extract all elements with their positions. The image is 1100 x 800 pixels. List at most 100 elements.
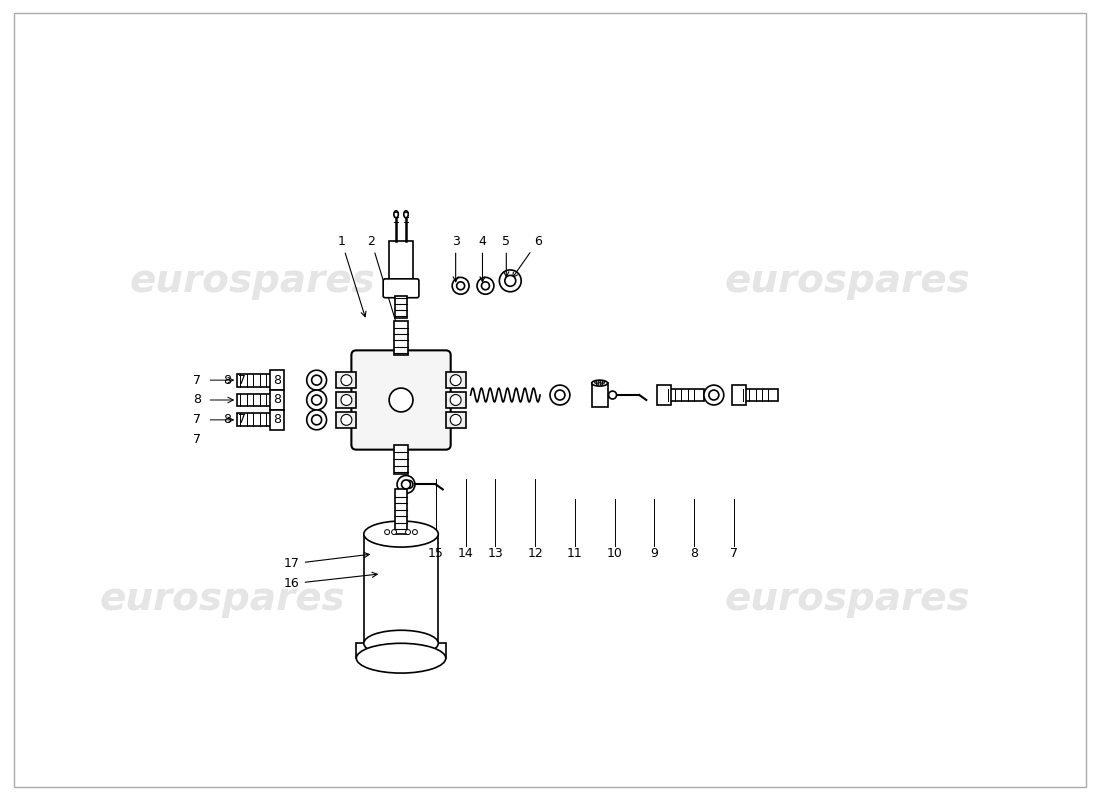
Text: eurospares: eurospares bbox=[725, 580, 971, 618]
Circle shape bbox=[392, 530, 397, 534]
Text: 3: 3 bbox=[452, 234, 460, 282]
Circle shape bbox=[477, 278, 494, 294]
Text: 12: 12 bbox=[527, 547, 543, 561]
Circle shape bbox=[397, 475, 415, 494]
Circle shape bbox=[601, 383, 603, 386]
Circle shape bbox=[550, 385, 570, 405]
Bar bbox=[270, 390, 284, 410]
Ellipse shape bbox=[364, 521, 438, 547]
Text: 9: 9 bbox=[650, 547, 658, 561]
Text: 7: 7 bbox=[194, 434, 201, 446]
Text: 8: 8 bbox=[223, 374, 231, 386]
Circle shape bbox=[402, 480, 410, 489]
Circle shape bbox=[596, 383, 598, 386]
Bar bbox=[337, 372, 356, 388]
Ellipse shape bbox=[592, 380, 607, 386]
Circle shape bbox=[450, 394, 461, 406]
Circle shape bbox=[311, 375, 321, 385]
Bar bbox=[744, 389, 779, 402]
Circle shape bbox=[307, 410, 327, 430]
Bar bbox=[395, 296, 407, 318]
Text: 8: 8 bbox=[223, 414, 231, 426]
Text: eurospares: eurospares bbox=[99, 580, 345, 618]
Ellipse shape bbox=[356, 643, 446, 673]
Bar bbox=[356, 643, 446, 658]
Circle shape bbox=[505, 275, 516, 286]
Circle shape bbox=[482, 282, 490, 290]
Text: 8: 8 bbox=[273, 374, 280, 386]
Text: 8: 8 bbox=[690, 547, 698, 561]
Circle shape bbox=[341, 374, 352, 386]
Text: 13: 13 bbox=[487, 547, 504, 561]
Bar bbox=[270, 410, 284, 430]
Text: eurospares: eurospares bbox=[129, 262, 375, 300]
Text: 1: 1 bbox=[338, 234, 366, 317]
Circle shape bbox=[406, 530, 410, 534]
Text: 7: 7 bbox=[239, 414, 246, 426]
Circle shape bbox=[311, 395, 321, 405]
Text: 4: 4 bbox=[478, 234, 486, 282]
Circle shape bbox=[341, 414, 352, 426]
Bar bbox=[238, 394, 272, 406]
Bar bbox=[592, 383, 607, 407]
Ellipse shape bbox=[404, 211, 408, 218]
Text: eurospares: eurospares bbox=[725, 262, 971, 300]
Circle shape bbox=[341, 394, 352, 406]
Circle shape bbox=[307, 370, 327, 390]
Bar bbox=[446, 412, 465, 428]
Bar bbox=[446, 392, 465, 408]
Text: 7: 7 bbox=[194, 414, 201, 426]
Circle shape bbox=[405, 481, 412, 488]
Bar bbox=[394, 445, 408, 474]
Text: 8: 8 bbox=[273, 414, 280, 426]
Bar bbox=[446, 372, 465, 388]
Bar bbox=[238, 414, 272, 426]
Circle shape bbox=[452, 278, 469, 294]
Text: 15: 15 bbox=[428, 547, 443, 561]
Text: 6: 6 bbox=[513, 234, 542, 278]
Text: 17: 17 bbox=[284, 553, 370, 570]
Circle shape bbox=[704, 385, 724, 405]
Circle shape bbox=[389, 388, 412, 412]
Circle shape bbox=[311, 415, 321, 425]
Bar bbox=[669, 389, 704, 402]
Text: 2: 2 bbox=[367, 234, 403, 342]
Circle shape bbox=[603, 381, 605, 383]
Circle shape bbox=[594, 381, 597, 383]
Circle shape bbox=[608, 391, 616, 399]
Circle shape bbox=[385, 530, 389, 534]
Text: 7: 7 bbox=[239, 374, 246, 386]
Bar bbox=[394, 321, 408, 355]
Circle shape bbox=[450, 374, 461, 386]
Circle shape bbox=[556, 390, 565, 400]
Circle shape bbox=[708, 390, 718, 400]
Text: 7: 7 bbox=[729, 547, 738, 561]
Circle shape bbox=[307, 390, 327, 410]
Text: 8: 8 bbox=[273, 394, 280, 406]
FancyBboxPatch shape bbox=[351, 350, 451, 450]
Bar bbox=[337, 392, 356, 408]
Text: 14: 14 bbox=[458, 547, 473, 561]
Bar bbox=[337, 412, 356, 428]
Circle shape bbox=[412, 530, 417, 534]
Ellipse shape bbox=[364, 630, 438, 656]
Bar bbox=[364, 534, 438, 643]
FancyBboxPatch shape bbox=[383, 279, 419, 298]
Circle shape bbox=[456, 282, 464, 290]
Bar bbox=[658, 385, 671, 405]
Text: 7: 7 bbox=[194, 374, 201, 386]
Bar bbox=[238, 374, 272, 386]
Circle shape bbox=[450, 414, 461, 426]
Bar bbox=[395, 490, 407, 534]
Text: 16: 16 bbox=[284, 572, 377, 590]
Ellipse shape bbox=[394, 211, 398, 218]
Circle shape bbox=[499, 270, 521, 292]
Text: 8: 8 bbox=[194, 394, 201, 406]
Text: 10: 10 bbox=[606, 547, 623, 561]
Bar bbox=[732, 385, 746, 405]
Bar bbox=[389, 241, 412, 281]
Text: 5: 5 bbox=[503, 234, 510, 277]
Text: 11: 11 bbox=[566, 547, 583, 561]
Circle shape bbox=[598, 381, 601, 383]
Bar bbox=[270, 370, 284, 390]
